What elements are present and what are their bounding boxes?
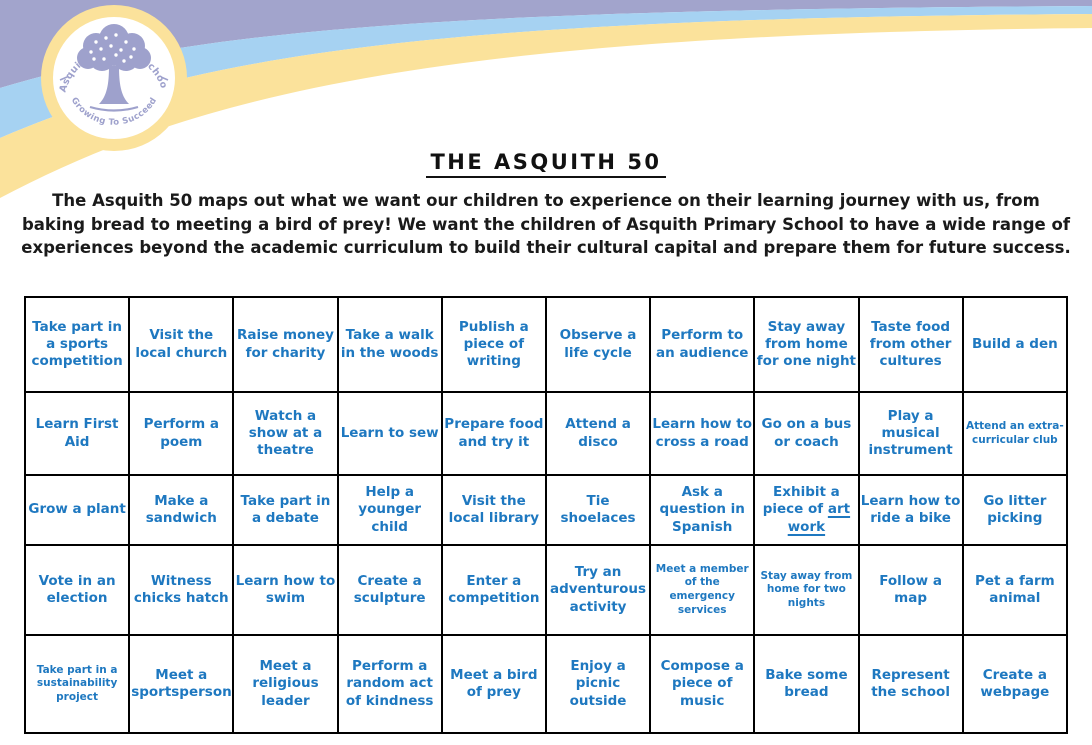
experience-cell: Exhibit a piece of art work bbox=[753, 474, 860, 546]
experience-cell: Meet a sportsperson bbox=[128, 634, 235, 734]
experience-cell: Attend an extra-curricular club bbox=[961, 391, 1069, 476]
experience-cell: Make a sandwich bbox=[128, 474, 235, 546]
table-row: Grow a plant Make a sandwich Take part in … bbox=[23, 474, 1069, 546]
experience-cell: Enjoy a picnic outside bbox=[544, 634, 652, 734]
experience-cell: Stay away from home for two nights bbox=[753, 544, 860, 636]
experience-cell: Create a webpage bbox=[961, 634, 1069, 734]
page-title-text: THE ASQUITH 50 bbox=[426, 150, 666, 178]
school-logo: Asquith Primary School Growing To Succee… bbox=[36, 2, 187, 151]
table-row: Learn First Aid Perform a poem Watch a sho… bbox=[23, 391, 1069, 476]
experience-cell: Represent the school bbox=[857, 634, 964, 734]
experience-cell: Pet a farm animal bbox=[961, 544, 1069, 636]
experience-cell: Bake some bread bbox=[753, 634, 860, 734]
experience-cell: Take part in a sustainability project bbox=[23, 634, 131, 734]
table-row: Vote in an election Witness chicks hatch L… bbox=[23, 544, 1069, 636]
experience-cell: Taste food from other cultures bbox=[857, 296, 964, 393]
experience-cell: Visit the local library bbox=[440, 474, 547, 546]
table-row: Take part in a sports competition Visit t… bbox=[23, 296, 1069, 393]
experience-cell: Observe a life cycle bbox=[544, 296, 652, 393]
underlined-phrase: art work bbox=[787, 501, 851, 535]
asquith-50-table: Take part in a sports competition Visit t… bbox=[23, 296, 1069, 734]
experience-cell: Go litter picking bbox=[961, 474, 1069, 546]
experience-cell: Build a den bbox=[961, 296, 1069, 393]
experience-cell: Attend a disco bbox=[544, 391, 652, 476]
experience-cell: Ask a question in Spanish bbox=[649, 474, 756, 546]
experience-cell: Learn to sew bbox=[336, 391, 443, 476]
experience-cell: Grow a plant bbox=[23, 474, 131, 546]
experience-cell: Take part in a sports competition bbox=[23, 296, 131, 393]
experience-cell: Go on a bus or coach bbox=[753, 391, 860, 476]
intro-paragraph: The Asquith 50 maps out what we want our… bbox=[21, 191, 1071, 258]
experience-cell: Meet a member of the emergency services bbox=[649, 544, 756, 636]
experience-cell: Perform to an audience bbox=[649, 296, 756, 393]
experience-cell: Stay away from home for one night bbox=[753, 296, 860, 393]
experience-cell: Try an adventurous activity bbox=[544, 544, 652, 636]
experience-cell: Learn how to swim bbox=[232, 544, 339, 636]
experience-cell: Perform a poem bbox=[128, 391, 235, 476]
experience-cell: Meet a bird of prey bbox=[440, 634, 547, 734]
experience-cell: Visit the local church bbox=[128, 296, 235, 393]
experience-cell: Compose a piece of music bbox=[649, 634, 756, 734]
experience-cell: Create a sculpture bbox=[336, 544, 443, 636]
experience-cell: Meet a religious leader bbox=[232, 634, 339, 734]
experience-cell: Take a walk in the woods bbox=[336, 296, 443, 393]
experience-cell: Vote in an election bbox=[23, 544, 131, 636]
experience-cell: Learn how to ride a bike bbox=[857, 474, 964, 546]
experience-cell: Perform a random act of kindness bbox=[336, 634, 443, 734]
experience-cell: Help a younger child bbox=[336, 474, 443, 546]
experience-cell: Publish a piece of writing bbox=[440, 296, 547, 393]
experience-cell: Follow a map bbox=[857, 544, 964, 636]
experience-cell: Witness chicks hatch bbox=[128, 544, 235, 636]
experience-cell: Learn how to cross a road bbox=[649, 391, 756, 476]
asquith-table-body: Take part in a sports competition Visit t… bbox=[23, 296, 1069, 734]
experience-cell: Prepare food and try it bbox=[440, 391, 547, 476]
experience-cell: Learn First Aid bbox=[23, 391, 131, 476]
table-row: Take part in a sustainability project Mee… bbox=[23, 634, 1069, 734]
experience-cell: Watch a show at a theatre bbox=[232, 391, 339, 476]
experience-cell: Raise money for charity bbox=[232, 296, 339, 393]
experience-cell: Play a musical instrument bbox=[857, 391, 964, 476]
experience-cell: Enter a competition bbox=[440, 544, 547, 636]
experience-cell: Take part in a debate bbox=[232, 474, 339, 546]
experience-cell: Tie shoelaces bbox=[544, 474, 652, 546]
